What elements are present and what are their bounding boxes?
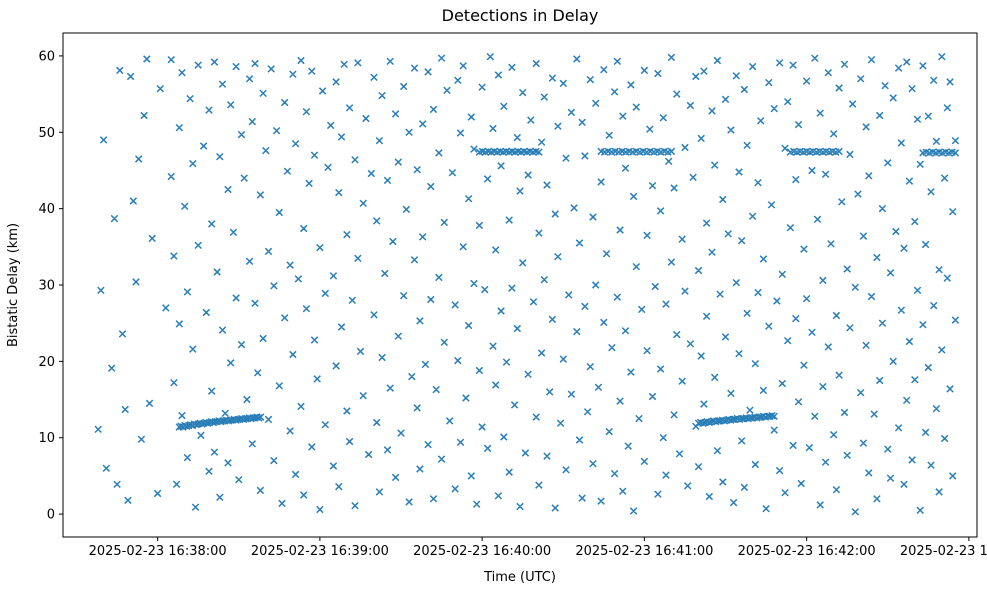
y-axis-label: Bistatic Delay (km) <box>6 223 21 347</box>
x-tick-label: 2025-02-23 16:41:00 <box>575 544 713 559</box>
y-tick-label: 20 <box>38 355 55 370</box>
y-tick-label: 50 <box>38 126 55 141</box>
x-tick-label: 2025-02-23 16:39:00 <box>251 544 389 559</box>
y-tick-label: 60 <box>38 49 55 64</box>
y-tick-label: 30 <box>38 279 55 294</box>
chart-title: Detections in Delay <box>442 6 599 25</box>
x-tick-label: 2025-02-23 16:40:00 <box>413 544 551 559</box>
scatter-points <box>94 52 960 516</box>
x-tick-label: 2025-02-23 16:42:00 <box>738 544 876 559</box>
plot-border <box>62 32 978 538</box>
x-axis-label: Time (UTC) <box>483 570 556 585</box>
axes-ticks: 2025-02-23 16:38:00 2025-02-23 16:39:00 20… <box>38 49 987 559</box>
y-tick-label: 40 <box>38 202 55 217</box>
x-tick-label: 2025-02-23 16:43:00 <box>900 544 987 559</box>
x-tick-label: 2025-02-23 16:38:00 <box>89 544 227 559</box>
axes-frame <box>62 32 978 538</box>
y-tick-label: 0 <box>47 508 55 523</box>
detection-markers <box>94 52 960 516</box>
y-tick-label: 10 <box>38 431 55 446</box>
